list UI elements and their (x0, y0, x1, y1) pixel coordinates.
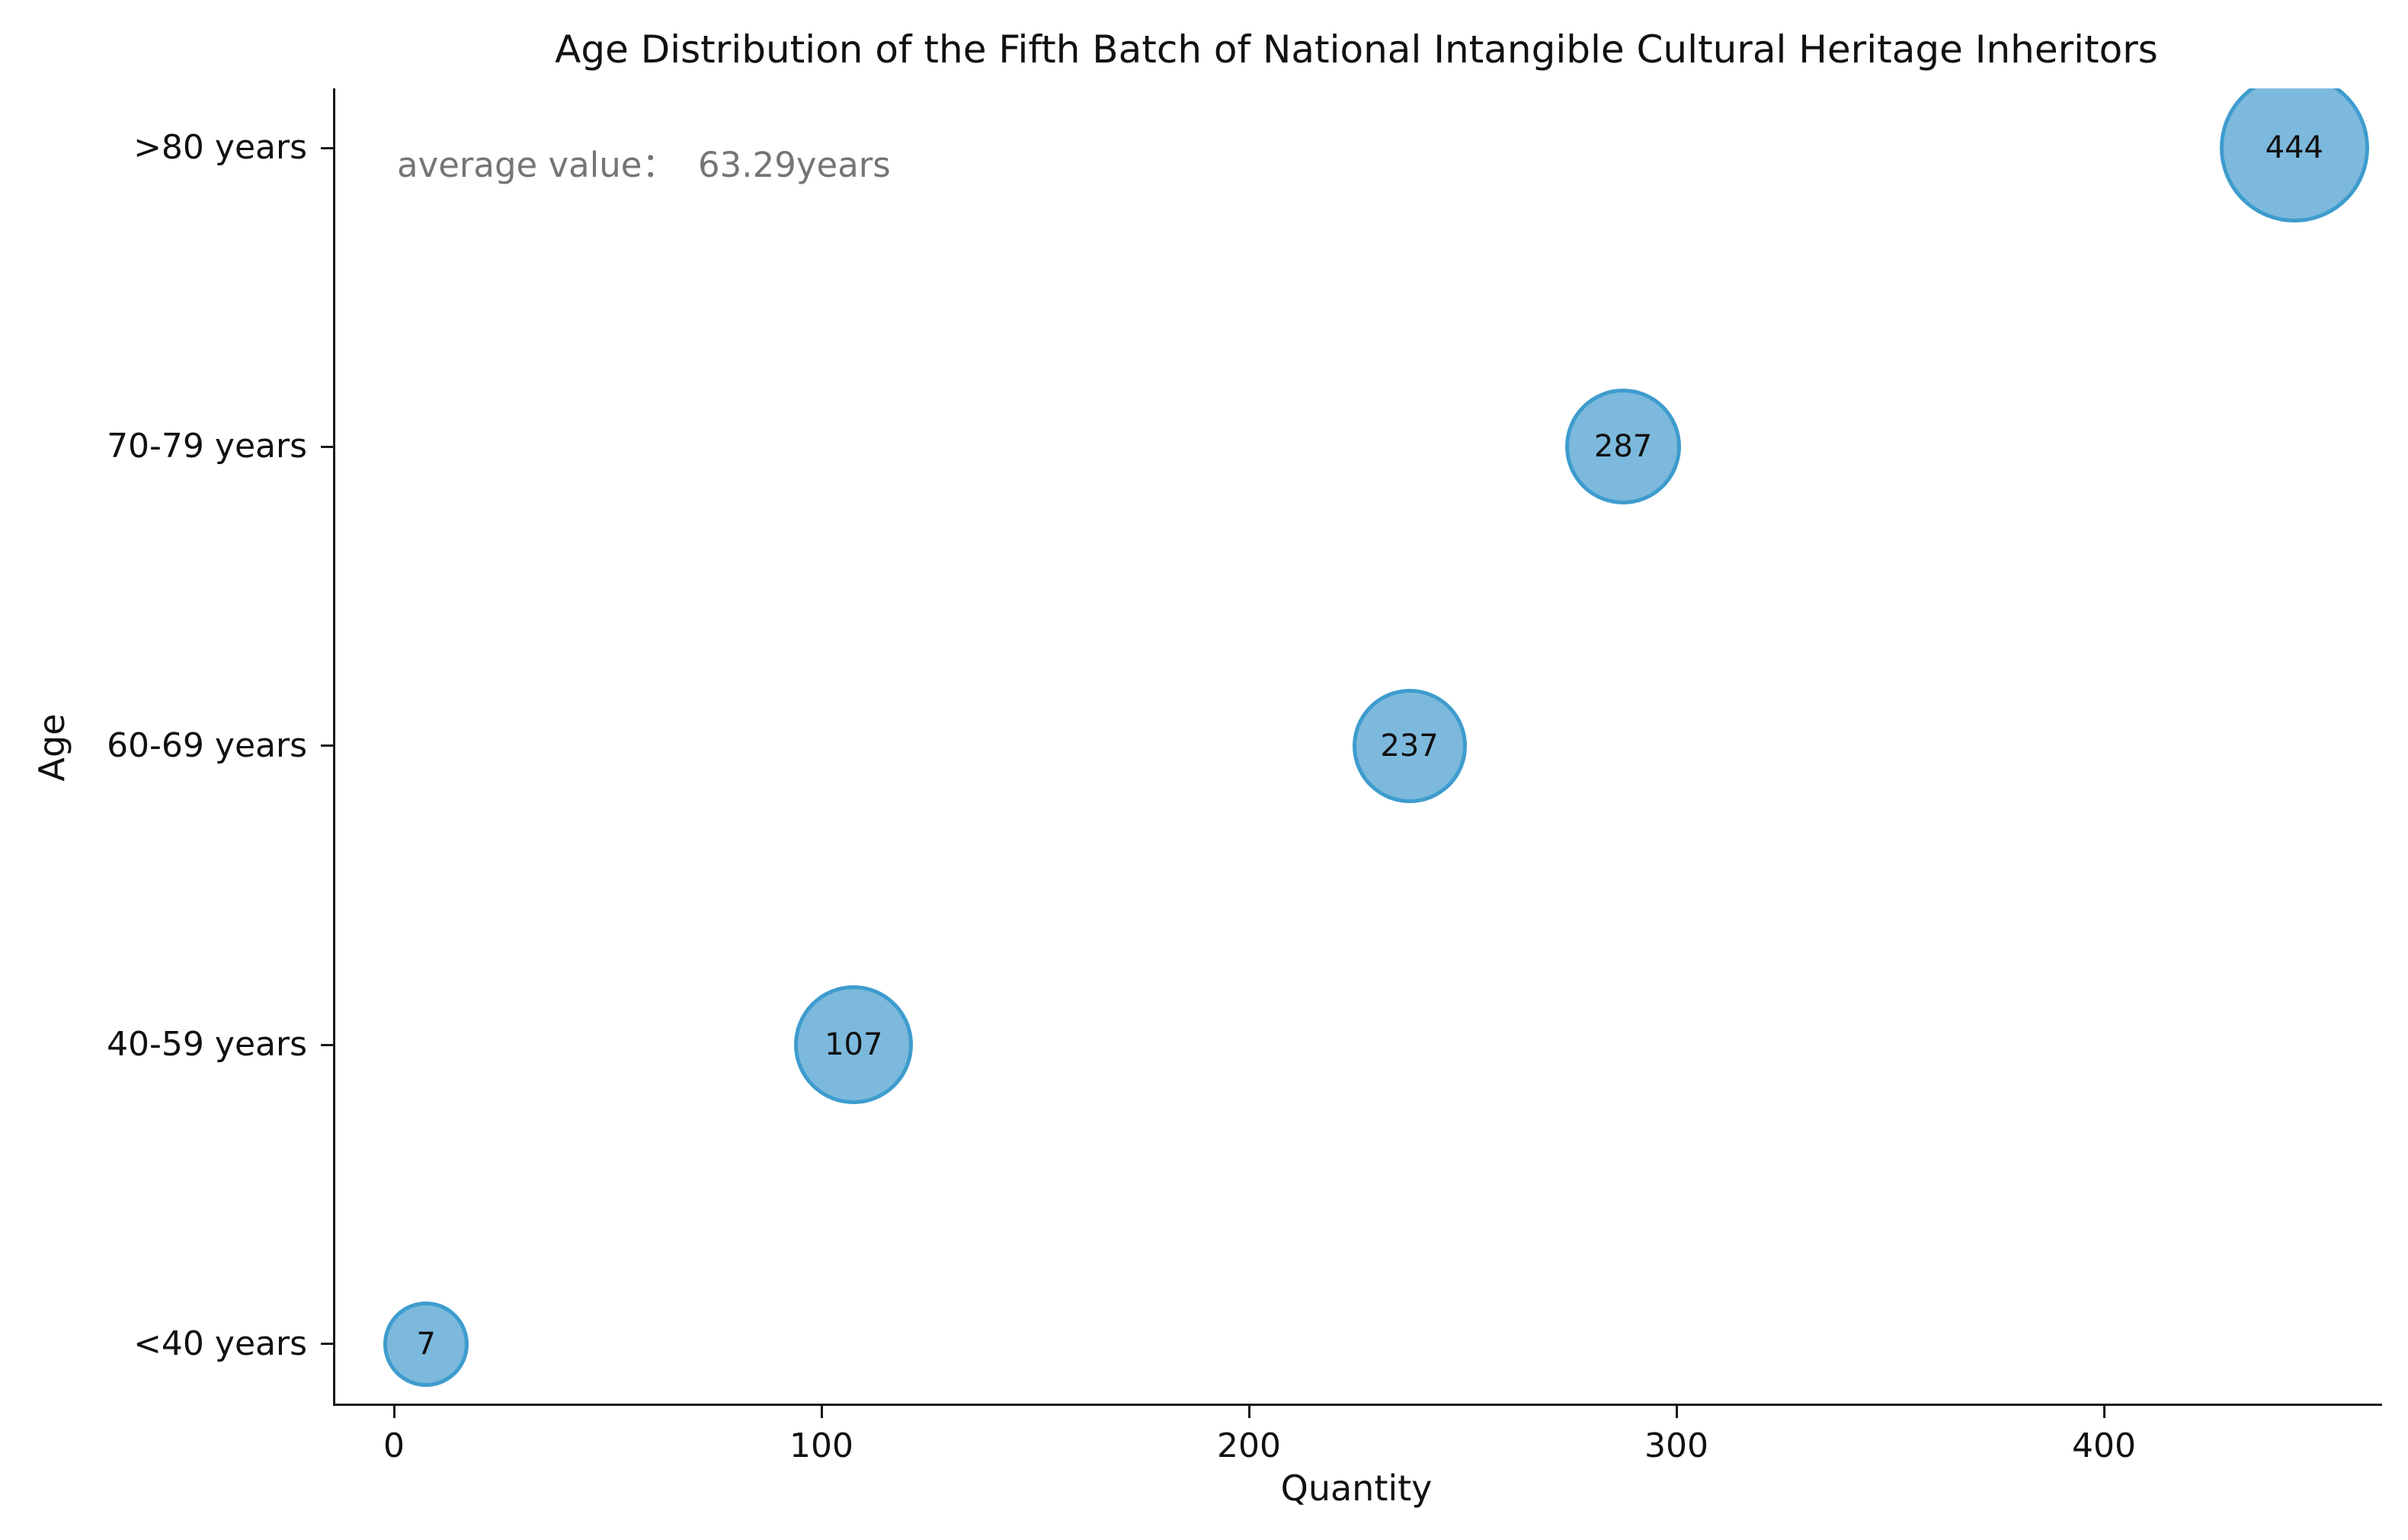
x-tick-mark (1675, 1406, 1678, 1418)
y-tick-mark (321, 445, 333, 448)
bubble-value-label: 287 (1593, 429, 1653, 465)
y-tick-mark (321, 146, 333, 149)
bubble-7: 7 (383, 1301, 469, 1387)
y-tick-label: 40-59 years (107, 1025, 307, 1065)
x-tick-mark (2102, 1406, 2105, 1418)
y-tick-label: >80 years (133, 128, 307, 167)
y-tick-label: 70-79 years (107, 427, 307, 466)
bubble-287: 287 (1565, 389, 1682, 505)
bubble-444: 444 (2219, 88, 2369, 223)
chart-title: Age Distribution of the Fifth Batch of N… (555, 27, 2158, 72)
average-value-annotation: average value： 63.29years (397, 145, 891, 185)
x-tick-label: 100 (789, 1426, 853, 1465)
bubble-237: 237 (1352, 688, 1467, 803)
y-tick-mark (321, 744, 333, 748)
x-tick-mark (820, 1406, 823, 1418)
x-tick-label: 200 (1217, 1426, 1281, 1465)
bubble-value-label: 444 (2265, 130, 2323, 165)
x-axis-title: Quantity (1280, 1468, 1433, 1509)
x-tick-mark (1247, 1406, 1250, 1418)
bubble-value-label: 237 (1380, 728, 1439, 764)
x-tick-label: 300 (1644, 1426, 1708, 1465)
bubble-value-label: 107 (825, 1027, 883, 1063)
plot-area: average value： 63.29years 444 287 237 107 7 (333, 88, 2382, 1406)
x-tick-label: 400 (2072, 1426, 2136, 1465)
x-tick-label: 0 (383, 1426, 405, 1465)
bubble-value-label: 7 (416, 1326, 436, 1362)
bubble-107: 107 (794, 985, 914, 1105)
y-tick-mark (321, 1343, 333, 1346)
x-tick-mark (392, 1406, 395, 1418)
y-tick-label: 60-69 years (107, 725, 307, 765)
y-tick-label: <40 years (133, 1324, 307, 1363)
y-tick-mark (321, 1043, 333, 1046)
